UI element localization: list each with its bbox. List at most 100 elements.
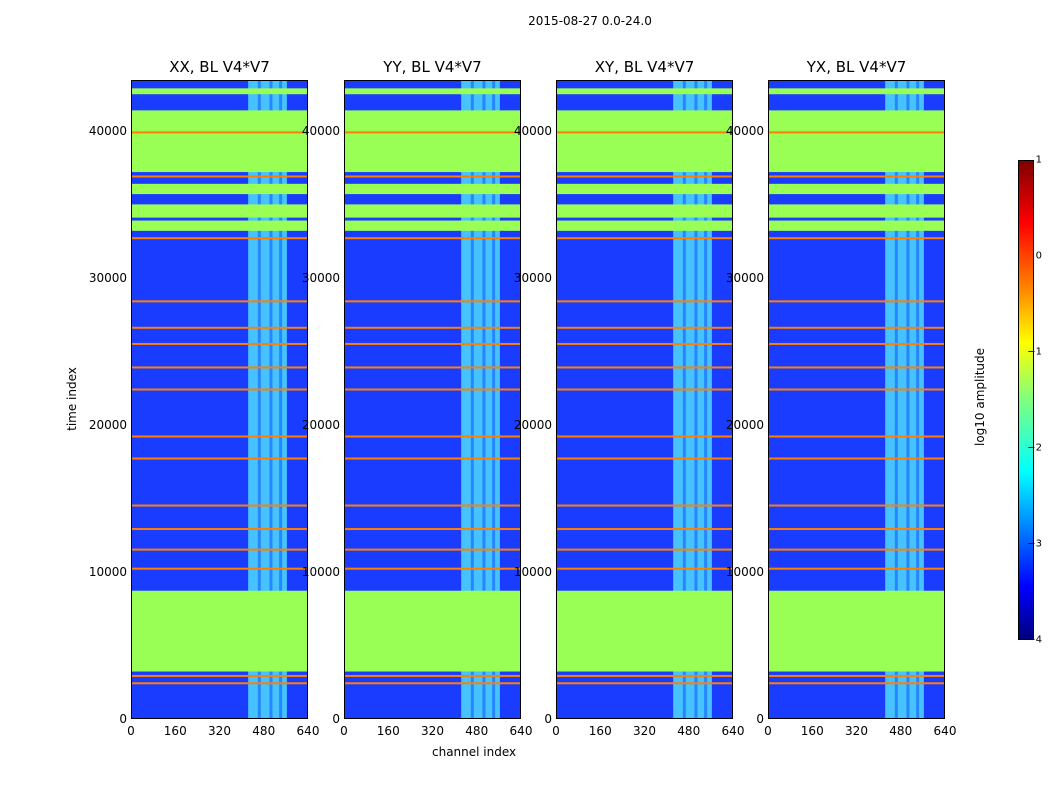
heatmap-svg xyxy=(345,81,520,718)
flag-line xyxy=(132,175,307,178)
rfi-gap xyxy=(894,81,898,718)
x-tick-label: 320 xyxy=(845,724,868,738)
flagged-region xyxy=(769,220,944,231)
flag-line xyxy=(769,342,944,345)
y-tick-label: 20000 xyxy=(725,418,764,433)
rfi-gap xyxy=(470,81,474,718)
y-tick-label: 0 xyxy=(544,712,552,726)
x-tick-label: 480 xyxy=(465,724,489,738)
flag-line xyxy=(132,342,307,345)
panel-title: XY, BL V4*V7 xyxy=(594,58,695,76)
x-tick-label: 640 xyxy=(296,724,320,738)
flag-line xyxy=(557,504,732,507)
x-tick-label: 0 xyxy=(764,724,772,738)
x-tick-label: 160 xyxy=(800,724,824,738)
flag-line xyxy=(132,237,307,240)
flag-line xyxy=(769,300,944,303)
rfi-gap xyxy=(916,81,920,718)
flag-line xyxy=(769,175,944,178)
x-axis-label: channel index xyxy=(432,745,517,759)
flag-line xyxy=(132,528,307,531)
y-tick-label: 20000 xyxy=(301,418,340,433)
y-tick-label: 40000 xyxy=(513,124,552,139)
y-tick-label: 10000 xyxy=(88,565,127,580)
flag-line xyxy=(557,326,732,329)
flag-line xyxy=(557,567,732,570)
flag-line xyxy=(345,435,520,438)
flag-line xyxy=(132,131,307,134)
rfi-gap xyxy=(682,81,686,718)
flagged-region xyxy=(345,88,520,95)
flagged-region xyxy=(345,220,520,231)
flag-line xyxy=(132,435,307,438)
flagged-region xyxy=(345,110,520,173)
y-tick-label: 10000 xyxy=(513,565,552,580)
flag-line xyxy=(132,326,307,329)
flag-line xyxy=(557,528,732,531)
flag-line xyxy=(769,237,944,240)
flag-line xyxy=(769,682,944,685)
rfi-gap xyxy=(704,81,708,718)
rfi-gap xyxy=(906,81,910,718)
flag-line xyxy=(769,326,944,329)
y-axis-label: time index xyxy=(64,367,79,431)
flag-line xyxy=(557,682,732,685)
flag-line xyxy=(345,504,520,507)
flagged-region xyxy=(557,110,732,173)
rfi-gap xyxy=(257,81,261,718)
flagged-region xyxy=(557,204,732,218)
flag-line xyxy=(132,682,307,685)
x-tick-label: 0 xyxy=(127,724,135,738)
flag-line xyxy=(345,131,520,134)
y-tick-label: 10000 xyxy=(301,565,340,580)
flag-line xyxy=(769,528,944,531)
flag-line xyxy=(557,674,732,677)
flagged-region xyxy=(132,590,307,672)
heatmap-svg xyxy=(132,81,307,718)
figure-title: 2015-08-27 0.0-24.0 xyxy=(528,14,652,28)
flag-line xyxy=(557,300,732,303)
rfi-gap xyxy=(694,81,698,718)
flag-line xyxy=(557,366,732,369)
x-tick-label: 320 xyxy=(633,724,656,738)
rfi-gap xyxy=(482,81,486,718)
colorbar-tick-label: 0 xyxy=(1035,250,1042,262)
y-tick-label: 30000 xyxy=(725,271,764,286)
x-tick-label: 480 xyxy=(252,724,276,738)
colorbar-tick-label: 1 xyxy=(1035,154,1042,166)
flag-line xyxy=(345,457,520,460)
y-tick-label: 30000 xyxy=(301,271,340,286)
flag-line xyxy=(132,366,307,369)
flagged-region xyxy=(769,110,944,173)
x-tick-label: 160 xyxy=(163,724,187,738)
flag-line xyxy=(557,175,732,178)
y-tick-label: 20000 xyxy=(513,418,552,433)
flag-line xyxy=(132,567,307,570)
heatmap-svg xyxy=(557,81,732,718)
flag-line xyxy=(132,457,307,460)
flag-line xyxy=(557,388,732,391)
colorbar-label: log10 amplitude xyxy=(973,348,987,447)
x-tick-label: 0 xyxy=(552,724,560,738)
flagged-region xyxy=(132,204,307,218)
x-tick-label: 160 xyxy=(588,724,612,738)
flag-line xyxy=(557,237,732,240)
flagged-region xyxy=(769,88,944,95)
flag-line xyxy=(345,175,520,178)
flagged-region xyxy=(769,204,944,218)
flag-line xyxy=(345,342,520,345)
flag-line xyxy=(345,682,520,685)
y-tick-label: 40000 xyxy=(88,124,127,139)
colorbar-tick-label: −1 xyxy=(1027,346,1042,358)
heatmap-panel xyxy=(131,80,308,719)
y-tick-label: 0 xyxy=(119,712,127,726)
flag-line xyxy=(769,457,944,460)
y-tick-label: 30000 xyxy=(513,271,552,286)
flag-line xyxy=(557,435,732,438)
flagged-region xyxy=(557,88,732,95)
flag-line xyxy=(345,237,520,240)
flag-line xyxy=(769,674,944,677)
flagged-region xyxy=(769,183,944,195)
colorbar-tick-label: −4 xyxy=(1027,634,1042,646)
flag-line xyxy=(345,366,520,369)
